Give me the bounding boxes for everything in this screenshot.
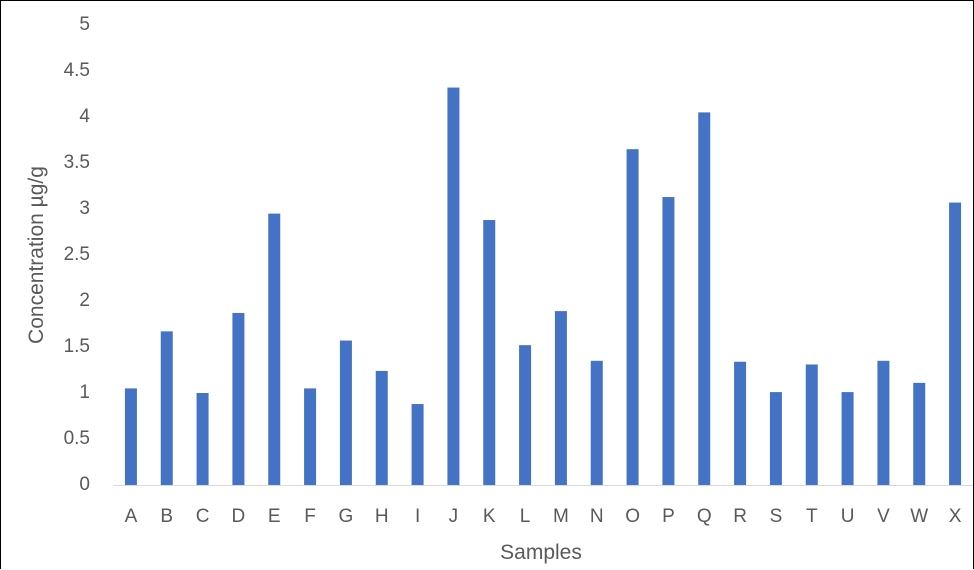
bar-b — [160, 331, 173, 485]
x-tick-label: A — [125, 506, 138, 527]
x-tick-label: G — [339, 506, 354, 527]
x-tick-label: Q — [697, 506, 712, 527]
x-tick-label: F — [304, 506, 316, 527]
bar-j — [447, 87, 460, 485]
bar-k — [483, 220, 496, 486]
bar-l — [519, 345, 532, 485]
y-axis-ticks: 0 0.5 1 1.5 2 2.5 3 3.5 4 4.5 5 — [64, 14, 91, 495]
x-tick-label: B — [160, 506, 173, 527]
bar-w — [913, 382, 926, 485]
x-tick-label: N — [590, 506, 604, 527]
x-tick-label: L — [520, 506, 531, 527]
bar-a — [124, 388, 137, 485]
y-tick-label: 1 — [79, 382, 90, 403]
bar-m — [554, 311, 567, 485]
bar-h — [375, 370, 388, 485]
bar-v — [877, 360, 890, 485]
x-tick-label: P — [662, 506, 675, 527]
x-tick-label: O — [625, 506, 640, 527]
bar-d — [232, 312, 245, 485]
x-tick-label: M — [553, 506, 569, 527]
x-tick-label: J — [449, 506, 459, 527]
bar-p — [662, 197, 675, 486]
x-tick-label: C — [196, 506, 210, 527]
bar-n — [590, 360, 603, 485]
bar-g — [339, 340, 352, 485]
bar-o — [626, 149, 639, 485]
bar-i — [411, 404, 424, 485]
bar-t — [805, 364, 818, 485]
y-tick-label: 3.5 — [64, 152, 90, 173]
y-tick-label: 1.5 — [64, 336, 90, 357]
x-tick-label: H — [375, 506, 389, 527]
bar-u — [841, 392, 854, 485]
x-tick-label: D — [232, 506, 246, 527]
y-tick-label: 0 — [79, 474, 90, 495]
bar-x — [949, 202, 962, 485]
y-axis-title: Concentration µg/g — [25, 166, 48, 344]
y-tick-label: 2.5 — [64, 244, 90, 265]
bar-c — [196, 393, 209, 485]
y-tick-label: 0.5 — [64, 428, 90, 449]
y-tick-label: 3 — [79, 198, 90, 219]
bar-series — [124, 87, 962, 486]
y-tick-label: 2 — [79, 290, 90, 311]
x-tick-label: S — [770, 506, 783, 527]
y-tick-label: 4 — [79, 106, 90, 127]
x-tick-label: X — [949, 506, 962, 527]
bar-r — [734, 361, 747, 485]
bar-f — [304, 388, 317, 485]
x-axis-title: Samples — [500, 541, 582, 564]
bar-s — [769, 392, 782, 485]
x-tick-label: K — [483, 506, 496, 527]
bar-e — [268, 213, 281, 485]
x-tick-label: W — [910, 506, 928, 527]
y-tick-label: 4.5 — [64, 60, 90, 81]
y-tick-label: 5 — [79, 14, 90, 35]
x-tick-label: U — [841, 506, 855, 527]
x-tick-label: R — [733, 506, 747, 527]
bar-q — [698, 112, 711, 486]
x-tick-label: V — [877, 506, 890, 527]
x-tick-label: E — [268, 506, 281, 527]
x-tick-label: T — [806, 506, 818, 527]
x-tick-label: I — [415, 506, 420, 527]
